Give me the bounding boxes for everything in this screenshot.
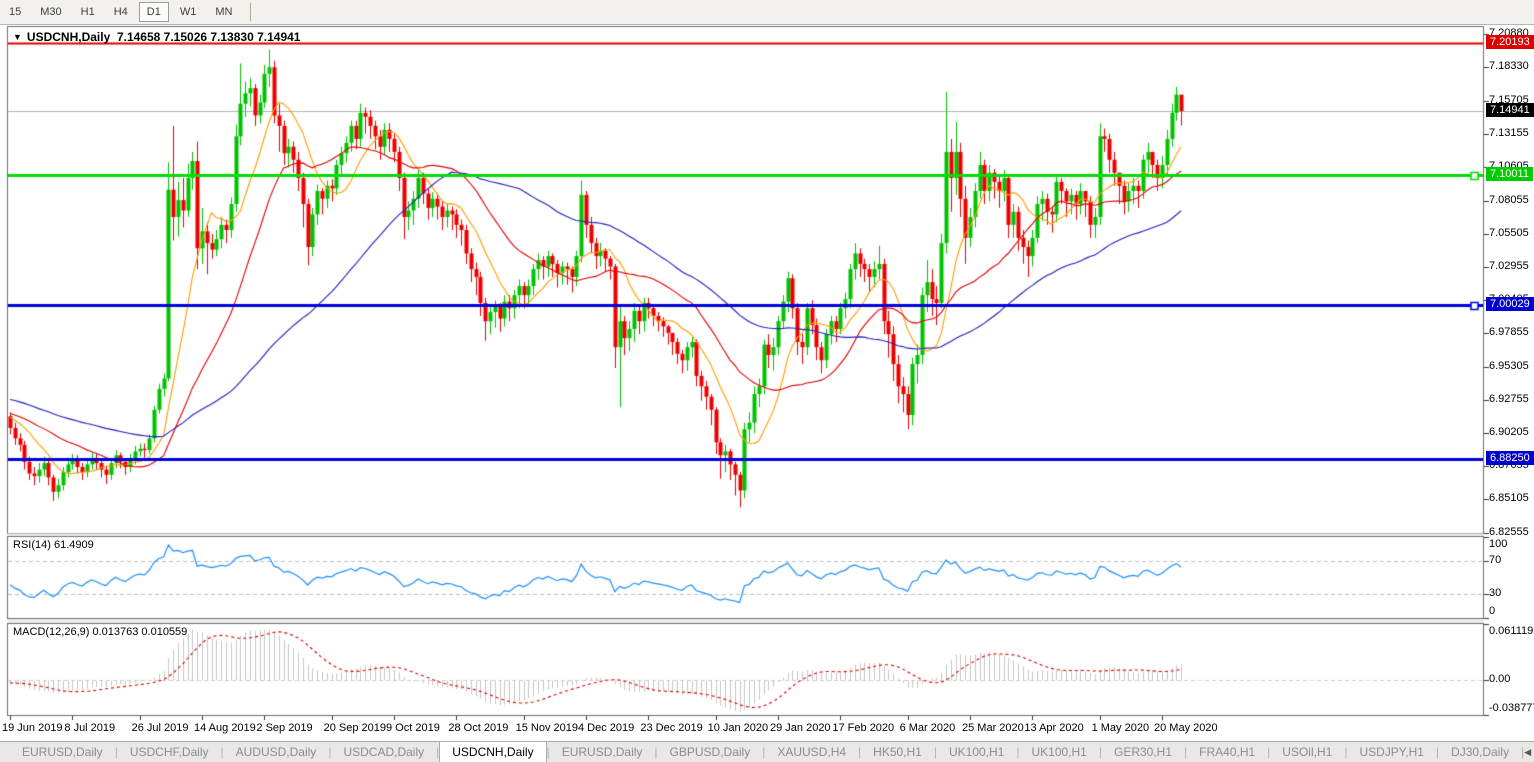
tab-separator: |	[858, 745, 862, 759]
tab-separator: |	[546, 745, 550, 759]
chart-tab-usdjpy-14[interactable]: USDJPY,H1	[1359, 745, 1424, 759]
chart-tab-eurusd-0[interactable]: EURUSD,Daily	[22, 745, 103, 759]
toolbar-separator	[250, 3, 252, 21]
tab-separator: |	[1521, 745, 1525, 759]
chart-tab-uk100-9[interactable]: UK100,H1	[948, 745, 1005, 759]
tab-separator: |	[762, 745, 766, 759]
timeframe-button-d1[interactable]: D1	[138, 2, 169, 22]
chart-tab-usdcnh-4[interactable]: USDCNH,Daily	[439, 742, 547, 762]
timeframe-button-mn[interactable]: MN	[215, 6, 233, 18]
tab-separator: |	[114, 745, 118, 759]
tab-separator: |	[1098, 745, 1102, 759]
timeframe-button-h4[interactable]: H4	[113, 6, 128, 18]
chart-tab-xauusd-7[interactable]: XAUUSD,H4	[777, 745, 847, 759]
tab-separator: |	[1184, 745, 1188, 759]
tab-separator: |	[654, 745, 658, 759]
chart-window: ▼ USDCNH,Daily 7.14658 7.15026 7.13830 7.…	[0, 25, 1534, 741]
chart-tab-ger30-11[interactable]: GER30,H1	[1113, 745, 1173, 759]
price-chart-canvas[interactable]	[0, 25, 1534, 741]
tab-separator: |	[1344, 745, 1348, 759]
chart-tab-hk50-8[interactable]: HK50,H1	[873, 745, 922, 759]
timeframe-toolbar: 15 M30 H1 H4 D1 W1 MN	[0, 0, 1534, 25]
timeframe-button-h1[interactable]: H1	[80, 6, 95, 18]
chart-tab-usdchf-1[interactable]: USDCHF,Daily	[129, 745, 209, 759]
tabs-scroll-left-icon[interactable]: ◀	[1524, 746, 1532, 757]
tab-separator: |	[1435, 745, 1440, 759]
chart-tabs-bar: EURUSD,Daily | USDCHF,Daily | AUDUSD,Daily | U…	[0, 741, 1534, 762]
chart-tab-uk100-10[interactable]: UK100,H1	[1031, 745, 1087, 759]
chart-tab-fra40-12[interactable]: FRA40,H1	[1199, 745, 1256, 759]
chart-tab-usoil-13[interactable]: USOil,H1	[1282, 745, 1333, 759]
tab-separator: |	[328, 745, 332, 759]
timeframe-button-15[interactable]: 15	[9, 6, 22, 18]
tab-separator: |	[220, 745, 224, 759]
chart-tab-eurusd-5[interactable]: EURUSD,Daily	[561, 745, 643, 759]
tab-separator: |	[1267, 745, 1271, 759]
tab-separator: |	[1016, 745, 1020, 759]
chart-tab-dj30-15[interactable]: DJ30,Daily	[1451, 745, 1510, 759]
tab-separator: |	[933, 745, 937, 759]
timeframe-button-w1[interactable]: W1	[179, 6, 197, 18]
chart-tab-gbpusd-6[interactable]: GBPUSD,Daily	[669, 745, 751, 759]
tab-separator: |	[436, 745, 440, 759]
chart-tab-usdcad-3[interactable]: USDCAD,Daily	[343, 745, 425, 759]
chart-tab-audusd-2[interactable]: AUDUSD,Daily	[235, 745, 317, 759]
timeframe-button-m30[interactable]: M30	[40, 6, 62, 18]
